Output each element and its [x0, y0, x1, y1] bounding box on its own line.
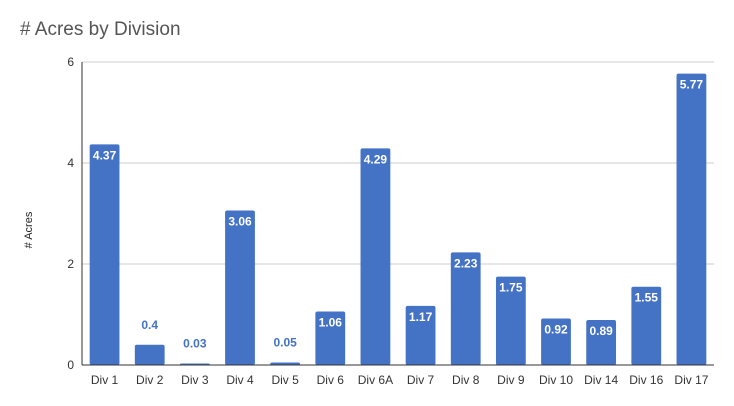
data-label: 1.55 — [635, 291, 659, 305]
bar-div-10 — [541, 318, 571, 365]
x-tick-label: Div 10 — [539, 373, 573, 387]
x-tick-label: Div 14 — [584, 373, 618, 387]
data-label: 0.03 — [183, 336, 207, 350]
y-tick-label: 0 — [67, 358, 74, 372]
bar-div-1 — [89, 144, 120, 365]
bar-div-17 — [676, 73, 707, 366]
bar-div-4 — [225, 210, 255, 365]
x-tick-label: Div 16 — [629, 373, 663, 387]
data-label: 0.89 — [589, 324, 613, 338]
data-label: 0.92 — [544, 323, 568, 337]
data-label: 0.05 — [273, 335, 297, 349]
data-label: 5.77 — [680, 78, 704, 92]
gridlines — [82, 61, 714, 265]
bar-div-14 — [586, 320, 617, 365]
bars — [89, 73, 707, 366]
bar-div-6 — [315, 311, 346, 365]
x-tick-label: Div 6A — [358, 373, 393, 387]
x-tick-label: Div 3 — [181, 373, 209, 387]
x-tick-label: Div 17 — [674, 373, 708, 387]
x-tick-label: Div 8 — [452, 373, 480, 387]
data-label: 4.37 — [93, 148, 117, 162]
data-label: 4.29 — [364, 152, 388, 166]
x-tick-label: Div 1 — [91, 373, 119, 387]
data-label: 3.06 — [228, 214, 252, 228]
chart-title: # Acres by Division — [20, 19, 181, 40]
x-tick-label: Div 4 — [226, 373, 254, 387]
x-tick-label: Div 7 — [407, 373, 435, 387]
bar-div-9 — [495, 276, 526, 365]
bar-div-8 — [450, 252, 481, 365]
x-tick-label: Div 2 — [136, 373, 164, 387]
bar-div-6a — [360, 148, 391, 365]
data-label: 1.17 — [409, 310, 433, 324]
y-axis-title: # Acres — [23, 211, 35, 248]
x-tick-label: Div 6 — [317, 373, 345, 387]
data-labels: 4.37 0.4 0.03 3.06 0.05 1.06 4.29 1.17 2.23 1.75 0… — [93, 78, 704, 351]
x-tick-label: Div 9 — [497, 373, 525, 387]
data-label: 2.23 — [454, 256, 478, 270]
x-axis-ticks: Div 1 Div 2 Div 3 Div 4 Div 5 Div 6 Div 6A Div … — [91, 373, 709, 387]
data-label: 1.75 — [499, 281, 523, 295]
bar-div-16 — [631, 286, 662, 365]
bar-div-2 — [134, 344, 165, 365]
x-tick-label: Div 5 — [271, 373, 299, 387]
y-tick-label: 6 — [67, 55, 74, 69]
bar-div-5 — [270, 362, 301, 365]
y-tick-label: 2 — [67, 257, 74, 271]
data-label: 0.4 — [141, 318, 158, 332]
bar-div-7 — [405, 305, 436, 365]
y-tick-label: 4 — [67, 156, 74, 170]
data-label: 1.06 — [319, 315, 343, 329]
y-axis-ticks: 0 2 4 6 — [67, 55, 74, 372]
